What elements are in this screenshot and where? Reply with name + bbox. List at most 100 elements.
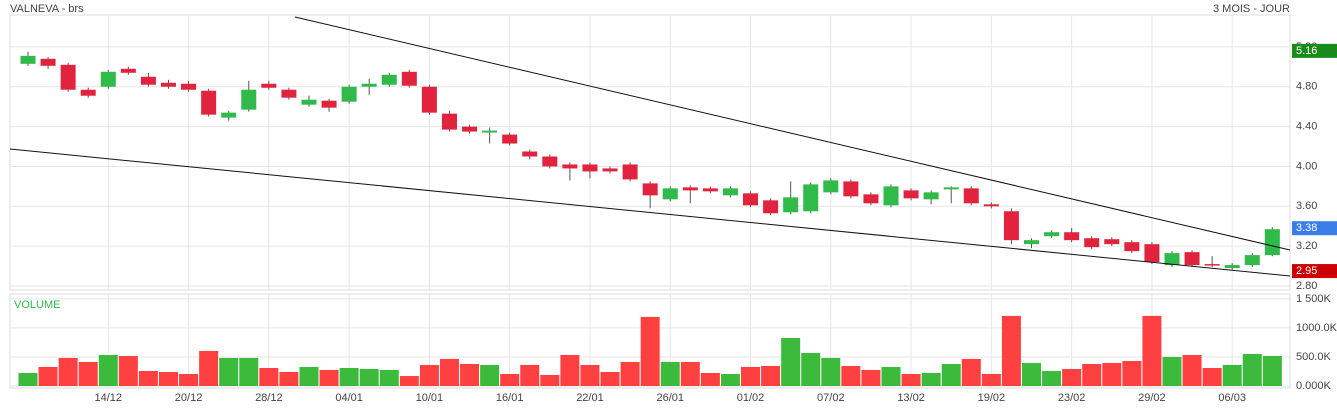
candle-body bbox=[60, 64, 76, 90]
volume-bar bbox=[600, 372, 620, 386]
y-tick-label: 2.80 bbox=[1296, 280, 1317, 292]
candle-body bbox=[682, 187, 698, 191]
price-tag-label: 5.16 bbox=[1296, 45, 1317, 57]
price-tag-label: 3.38 bbox=[1296, 222, 1317, 234]
volume-bar bbox=[781, 337, 801, 386]
price-tag bbox=[1292, 264, 1337, 279]
candle-body bbox=[1244, 255, 1260, 266]
volume-bar bbox=[700, 372, 720, 386]
y-tick-label: 3.60 bbox=[1296, 200, 1317, 212]
volume-bar bbox=[1222, 364, 1242, 386]
volume-bar bbox=[720, 373, 740, 386]
volume-bar bbox=[299, 366, 319, 386]
volume-bar bbox=[419, 364, 439, 386]
volume-bar bbox=[580, 364, 600, 386]
volume-bar bbox=[138, 370, 158, 386]
volume-bar bbox=[620, 361, 640, 386]
price-tag bbox=[1292, 221, 1337, 236]
candle-body bbox=[301, 99, 317, 105]
volume-bar bbox=[961, 358, 981, 386]
candle-body bbox=[401, 71, 417, 86]
x-tick-label: 20/12 bbox=[175, 392, 203, 404]
candle-body bbox=[1084, 238, 1100, 248]
x-tick-label: 28/12 bbox=[255, 392, 283, 404]
volume-bar bbox=[18, 372, 38, 386]
volume-bar bbox=[1202, 368, 1222, 386]
volume-bar bbox=[941, 363, 961, 386]
candle-body bbox=[1044, 232, 1060, 237]
volume-bar bbox=[219, 357, 239, 386]
candle-body bbox=[903, 190, 919, 199]
candle-body bbox=[763, 200, 779, 214]
volume-bar bbox=[540, 374, 560, 386]
candle-body bbox=[562, 164, 578, 169]
volume-bar bbox=[1142, 315, 1162, 386]
x-tick-label: 10/01 bbox=[416, 392, 444, 404]
candle-body bbox=[1064, 232, 1080, 241]
volume-bar bbox=[1262, 355, 1282, 386]
candle-body bbox=[120, 68, 136, 73]
x-tick-label: 16/01 bbox=[496, 392, 524, 404]
y-tick-label: 1 500K bbox=[1296, 293, 1332, 305]
candle-body bbox=[201, 90, 217, 115]
candle-body bbox=[1224, 265, 1240, 269]
volume-bar bbox=[359, 368, 379, 386]
x-tick-label: 13/02 bbox=[897, 392, 925, 404]
candle-body bbox=[843, 181, 859, 197]
period: 3 MOIS - JOUR bbox=[1213, 3, 1290, 15]
x-tick-label: 06/03 bbox=[1218, 392, 1246, 404]
candle-body bbox=[883, 186, 899, 206]
volume-bar bbox=[58, 357, 78, 386]
candle-body bbox=[622, 164, 638, 180]
volume-bar bbox=[981, 373, 1001, 386]
volume-bar bbox=[339, 368, 359, 386]
tags: 5.16 3.38 2.95 bbox=[1292, 43, 1337, 279]
candle-body bbox=[743, 193, 759, 206]
candle-body bbox=[803, 184, 819, 212]
volume-bar bbox=[640, 316, 660, 386]
candle-body bbox=[181, 83, 197, 90]
candle-body bbox=[943, 187, 959, 190]
candle-body bbox=[160, 82, 176, 87]
candle-body bbox=[1264, 229, 1280, 256]
candle-body bbox=[40, 58, 56, 66]
x-tick-label: 04/01 bbox=[335, 392, 363, 404]
x-tick-label: 23/02 bbox=[1058, 392, 1086, 404]
volume-bar bbox=[921, 372, 941, 386]
candle-body bbox=[462, 126, 478, 132]
candle-body bbox=[502, 134, 518, 144]
volume-bar bbox=[1022, 362, 1041, 386]
volume-bar bbox=[78, 361, 98, 386]
volume-bar bbox=[560, 354, 580, 386]
y-tick-label: 3.20 bbox=[1296, 240, 1317, 252]
candle-body bbox=[582, 164, 598, 172]
x-tick-label: 26/01 bbox=[656, 392, 684, 404]
volume-bar bbox=[1102, 362, 1122, 386]
trend-line bbox=[9, 148, 1291, 277]
candle-body bbox=[863, 194, 879, 204]
volume-bar bbox=[158, 372, 178, 386]
volume-bar bbox=[239, 357, 259, 386]
volume-bar bbox=[1001, 315, 1021, 386]
candle-body bbox=[1024, 240, 1039, 245]
volume-bar bbox=[1082, 363, 1102, 386]
volume-bar bbox=[38, 366, 58, 386]
candle-body bbox=[361, 83, 377, 87]
candle-body bbox=[722, 188, 738, 196]
chart-title: VALNEVA - brs bbox=[10, 3, 84, 15]
candle-body bbox=[421, 86, 437, 113]
volume-label: VOLUME bbox=[14, 299, 60, 311]
volume-bar bbox=[480, 364, 500, 386]
candle-body bbox=[602, 168, 618, 172]
volume-bar bbox=[660, 361, 680, 386]
volume-bar bbox=[1042, 370, 1062, 386]
price-tag-label: 2.95 bbox=[1296, 265, 1317, 277]
candle-body bbox=[983, 204, 999, 207]
volume-bar bbox=[98, 354, 118, 386]
x-tick-label: 07/02 bbox=[817, 392, 845, 404]
candle-body bbox=[20, 55, 36, 64]
volume-bar bbox=[279, 372, 299, 386]
y-tick-label: 1000.0K bbox=[1296, 322, 1337, 334]
